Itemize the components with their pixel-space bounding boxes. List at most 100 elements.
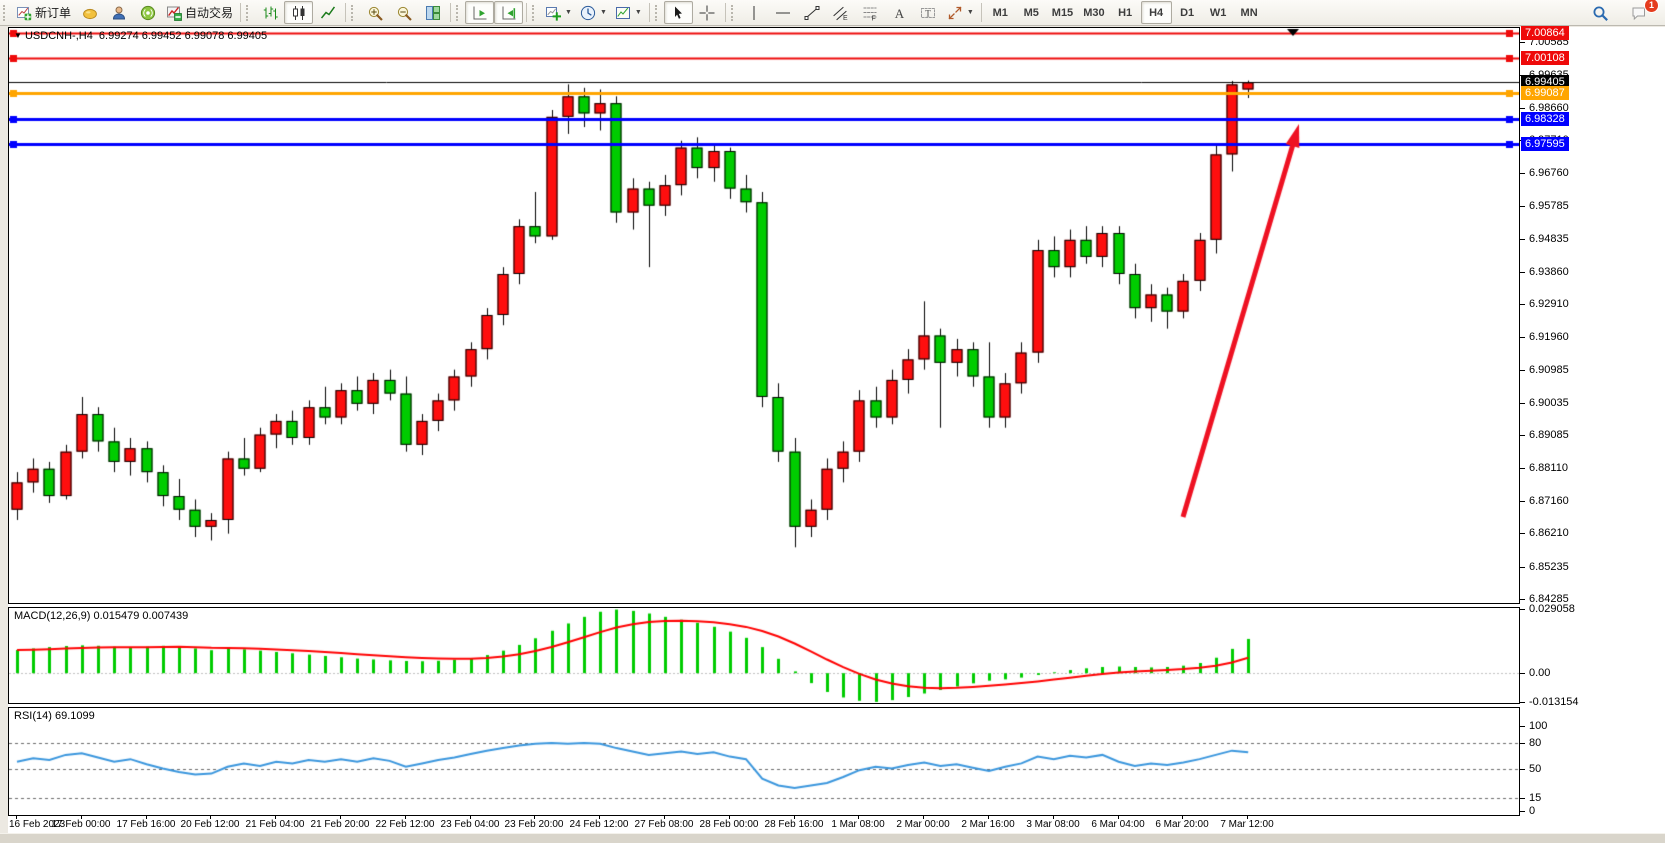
bar-chart-button[interactable]: [255, 1, 284, 24]
dropdown-arrow-icon[interactable]: ▼: [634, 9, 642, 16]
chart-title: ▼ USDCNH-,H4 6.99274 6.99452 6.99078 6.9…: [14, 30, 267, 42]
cursor-button[interactable]: [663, 1, 693, 24]
vertical-line-button[interactable]: [740, 1, 769, 24]
line-icon: [320, 5, 335, 19]
timeframe-m30-button[interactable]: M30: [1083, 6, 1105, 19]
collapse-arrow-icon[interactable]: ▼: [14, 31, 22, 40]
zoom-out-icon: [397, 6, 412, 21]
rsi-canvas[interactable]: [9, 708, 1519, 815]
dropdown-arrow-icon[interactable]: ▼: [565, 9, 572, 16]
toolbar-grip[interactable]: [654, 4, 661, 21]
price-tick-mark: [1520, 501, 1525, 502]
fibonacci-button[interactable]: F: [856, 1, 885, 24]
time-tick-label: 16 Feb 2023: [9, 819, 66, 830]
rsi-label: RSI(14) 69.1099: [14, 710, 95, 722]
price-chart-canvas[interactable]: [9, 28, 1519, 603]
timeframe-m5-button[interactable]: M5: [1023, 6, 1039, 19]
timeframe-d1-button[interactable]: D1: [1180, 6, 1195, 19]
dropdown-arrow-icon[interactable]: ▼: [966, 9, 974, 16]
line-chart-button[interactable]: [313, 1, 342, 24]
timeframe-h1-button[interactable]: H1: [1118, 6, 1133, 19]
time-tick-label: 2 Mar 00:00: [896, 819, 950, 830]
new-chart-button[interactable]: ▼: [541, 1, 576, 24]
timeframe-m15-button[interactable]: M15: [1051, 6, 1074, 19]
toolbar-grip[interactable]: [730, 4, 737, 21]
autotrading-icon: [167, 6, 182, 21]
time-axis[interactable]: 16 Feb 2023 17 Feb 00:00 17 Feb 16:00 20 Fe…: [8, 816, 1665, 833]
time-tick-label: 27 Feb 08:00: [634, 819, 694, 830]
text-label-button[interactable]: T: [914, 1, 943, 24]
svg-text:F: F: [872, 15, 876, 21]
price-tick-label: 6.95785: [1529, 200, 1569, 212]
toolbar-separator: [526, 3, 528, 22]
text-button[interactable]: A: [885, 1, 914, 24]
price-tick-mark: [1520, 108, 1525, 109]
rsi-tick-mark: [1520, 769, 1525, 770]
crosshair-button[interactable]: [693, 1, 722, 24]
zoom-in-button[interactable]: [360, 1, 389, 24]
horizontal-line-button[interactable]: [769, 1, 798, 24]
time-tick-label: 17 Feb 16:00: [116, 819, 176, 830]
signal-icon: [140, 5, 155, 20]
time-tick-mark: [146, 816, 147, 819]
crosshair-icon: [699, 5, 715, 20]
signals-button[interactable]: [133, 1, 162, 24]
toolbar-grip[interactable]: [456, 4, 462, 21]
toolbar-grip[interactable]: [532, 4, 538, 21]
price-tick-mark: [1520, 206, 1525, 207]
auto-scroll-button[interactable]: [465, 1, 495, 24]
time-tick-mark: [923, 816, 924, 819]
zoom-out-button[interactable]: [389, 1, 418, 24]
timeframe-w1-button[interactable]: W1: [1209, 6, 1227, 19]
candlestick-chart-button[interactable]: [284, 1, 314, 24]
toolbar-grip[interactable]: [351, 4, 357, 21]
rsi-tick-label: 80: [1529, 737, 1542, 749]
time-tick-label: 28 Feb 00:00: [699, 819, 759, 830]
timeframe-mn-button[interactable]: MN: [1240, 6, 1258, 19]
macd-canvas[interactable]: [9, 608, 1519, 703]
price-tick-mark: [1520, 435, 1525, 436]
autotrading-button-label: 自动交易: [185, 6, 234, 20]
profiles-button[interactable]: ▼: [576, 1, 611, 24]
price-tick-label: 6.89085: [1529, 429, 1569, 441]
arrows-button[interactable]: ▼: [943, 1, 978, 24]
chart-shift-button[interactable]: [494, 1, 524, 24]
accounts-button[interactable]: [104, 1, 133, 24]
svg-text:T: T: [926, 8, 932, 18]
tile-windows-button[interactable]: [418, 1, 447, 24]
timeframe-h4-button[interactable]: H4: [1140, 1, 1172, 24]
time-tick-mark: [534, 816, 535, 819]
toolbar-grip[interactable]: [246, 4, 252, 21]
macd-tick-mark: [1520, 673, 1525, 674]
toolbar-right-cluster: 1: [1585, 0, 1665, 24]
text-icon: A: [895, 5, 905, 20]
price-tick-label: 6.93860: [1529, 266, 1569, 278]
time-tick-mark: [405, 816, 406, 819]
price-chart-panel: ▼ USDCNH-,H4 6.99274 6.99452 6.99078 6.9…: [8, 27, 1520, 604]
dropdown-arrow-icon[interactable]: ▼: [599, 9, 607, 16]
price-axis[interactable]: 7.005856.996356.986606.977106.967606.957…: [1520, 26, 1665, 833]
timeframe-m1-button[interactable]: M1: [992, 6, 1008, 19]
time-tick-mark: [599, 816, 600, 819]
rsi-panel: RSI(14) 69.1099: [8, 707, 1520, 816]
price-tick-label: 6.86210: [1529, 527, 1569, 539]
new-order-button[interactable]: 新订单: [12, 1, 75, 24]
trendline-button[interactable]: [798, 1, 827, 24]
candles-icon: [292, 5, 305, 20]
price-tick-mark: [1520, 239, 1525, 240]
notifications-button[interactable]: 1: [1624, 0, 1659, 24]
rsi-tick-mark: [1520, 811, 1525, 812]
toolbar-separator: [724, 3, 726, 22]
templates-button[interactable]: ▼: [611, 1, 646, 24]
price-line-badge: 6.99405: [1521, 75, 1569, 89]
price-tick-mark: [1520, 42, 1525, 43]
vline-icon: [753, 5, 755, 20]
time-tick-label: 24 Feb 12:00: [569, 819, 629, 830]
time-tick-label: 3 Mar 08:00: [1026, 819, 1080, 830]
equidistant-channel-button[interactable]: E: [827, 1, 856, 24]
market-watch-button[interactable]: [75, 1, 104, 24]
toolbar-grip[interactable]: [3, 4, 9, 21]
hline-icon: [776, 12, 791, 13]
autotrading-button[interactable]: 自动交易: [162, 1, 237, 24]
search-button[interactable]: [1585, 1, 1614, 24]
